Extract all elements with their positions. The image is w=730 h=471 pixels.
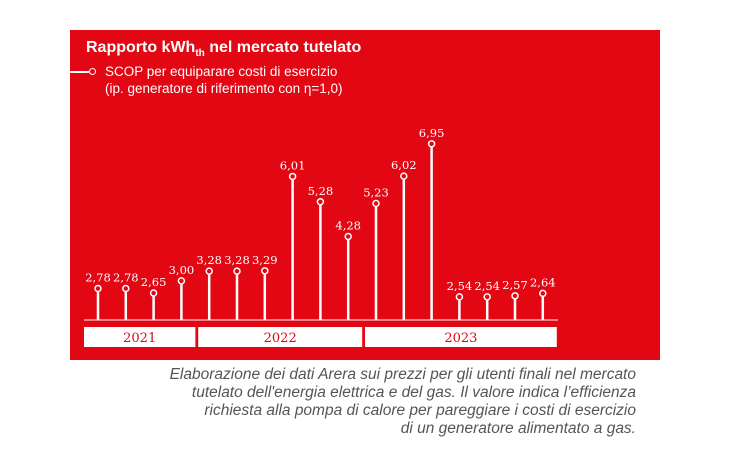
lollipop-chart: 2,78 2,78 2,653,003,28 3,28 3,296,015,284,28…: [84, 126, 558, 347]
title-main: Rapporto kWh: [86, 39, 196, 56]
caption-line-1: Elaborazione dei dati Arera sui prezzi p…: [169, 366, 636, 383]
data-label: 3,28: [224, 253, 250, 267]
point-marker: [316, 198, 325, 206]
chart-title: Rapporto kWhth nel mercato tutelato: [86, 39, 361, 59]
caption-line-3: richiesta alla pompa di calore per pareg…: [204, 402, 636, 419]
point-marker: [177, 277, 186, 285]
legend-marker-icon: [89, 68, 96, 75]
legend-line-2: (ip. generatore di riferimento con η=1,0…: [105, 81, 343, 96]
point-marker: [122, 284, 130, 293]
data-label: 3,29: [252, 253, 278, 267]
title-rest: nel mercato tutelato: [204, 39, 362, 56]
point-marker: [344, 232, 352, 241]
legend-text: SCOP per equiparare costi di esercizio (…: [105, 63, 343, 97]
chart-panel: Rapporto kWhth nel mercato tutelato SCOP…: [70, 30, 660, 360]
data-label: 2,57: [502, 278, 528, 292]
caption-line-2: tutelato dell'energia elettrica e del ga…: [191, 384, 636, 401]
data-label: 2,78: [113, 271, 139, 285]
point-marker: [372, 199, 380, 208]
point-marker: [233, 267, 241, 275]
data-label: 4,28: [335, 218, 361, 232]
data-label: 6,95: [419, 126, 445, 140]
legend-line-icon: [70, 71, 90, 73]
point-marker: [288, 172, 297, 181]
caption: Elaborazione dei dati Arera sui prezzi p…: [170, 366, 636, 438]
data-label: 2,78: [85, 271, 111, 285]
caption-line-4: di un generatore alimentato a gas.: [400, 420, 636, 437]
year-box: [198, 327, 363, 347]
point-marker: [539, 289, 547, 298]
point-marker: [511, 292, 519, 300]
data-label: 6,02: [391, 158, 417, 172]
point-marker: [455, 293, 464, 301]
data-label: 6,01: [280, 158, 306, 172]
year-box: [365, 327, 557, 347]
data-label: 2,64: [530, 275, 556, 289]
data-label: 3,00: [169, 263, 195, 277]
data-label: 2,54: [447, 279, 473, 293]
legend-line-1: SCOP per equiparare costi di esercizio: [105, 64, 338, 79]
point-marker: [94, 284, 102, 293]
point-marker: [261, 267, 269, 275]
point-marker: [149, 289, 158, 297]
data-label: 2,65: [141, 275, 167, 289]
point-marker: [427, 140, 436, 148]
year-label: 2023: [444, 331, 477, 346]
data-label: 2,54: [474, 279, 500, 293]
year-label: 2022: [264, 331, 297, 346]
data-label: 5,23: [363, 186, 389, 200]
title-subscript: th: [195, 48, 205, 59]
year-label: 2021: [123, 331, 156, 346]
point-marker: [400, 172, 408, 180]
point-marker: [483, 293, 491, 301]
data-label: 5,28: [308, 184, 334, 198]
point-marker: [205, 267, 213, 275]
year-box: [84, 327, 196, 347]
data-label: 3,28: [196, 253, 222, 267]
